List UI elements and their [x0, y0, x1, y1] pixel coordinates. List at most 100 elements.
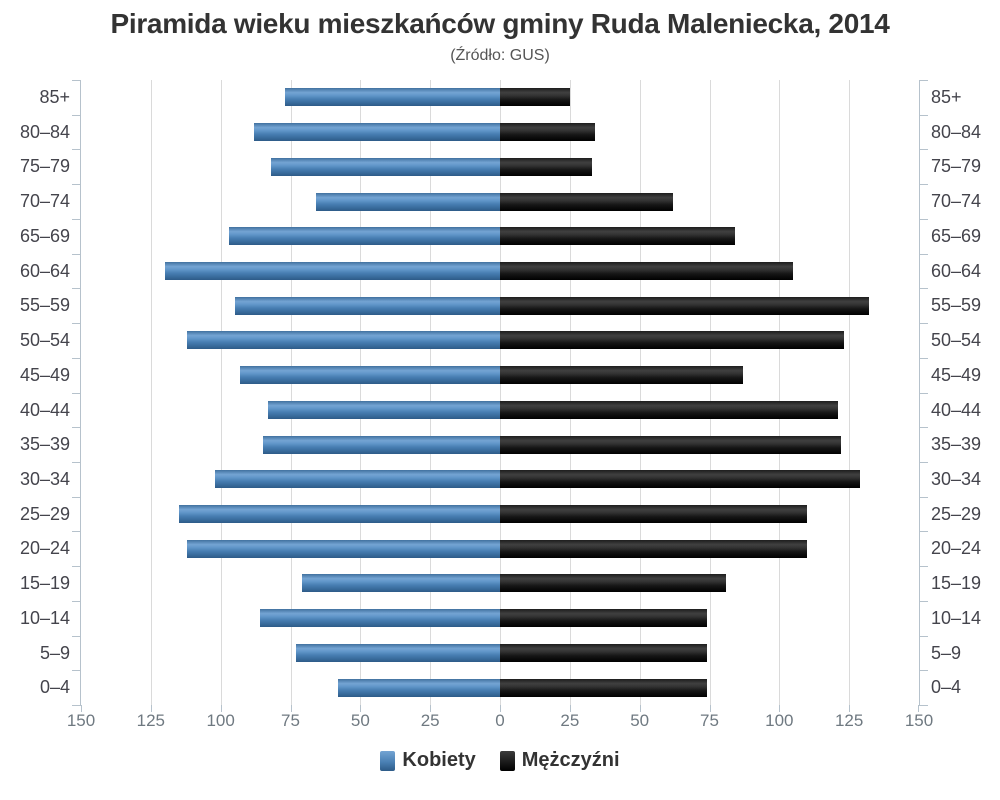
bar-male-10–14[interactable]: [500, 609, 707, 628]
y-axis-tick-left: [72, 219, 81, 220]
y-axis-tick-right: [919, 184, 928, 185]
age-label-right: 70–74: [931, 191, 982, 212]
age-label-left: 10–14: [19, 607, 70, 628]
legend-swatch-male-icon: [499, 750, 515, 771]
x-axis-tick: [430, 705, 432, 712]
gridline: [849, 80, 851, 705]
y-axis-tick-left: [72, 497, 81, 498]
age-label-right: 40–44: [931, 399, 982, 420]
y-axis-tick-right: [919, 670, 928, 671]
age-label-left: 40–44: [19, 399, 70, 420]
bar-female-45–49[interactable]: [240, 366, 500, 385]
gridline: [430, 80, 432, 705]
age-label-right: 30–34: [931, 468, 982, 489]
bar-female-80–84[interactable]: [254, 123, 500, 142]
bar-female-25–29[interactable]: [178, 505, 500, 524]
y-axis-tick-left: [72, 358, 81, 359]
x-axis-tick: [639, 705, 641, 712]
age-label-right: 0–4: [931, 677, 962, 698]
y-axis-tick-right: [919, 531, 928, 532]
x-axis-label: 125: [834, 711, 864, 730]
age-label-right: 10–14: [931, 607, 982, 628]
bar-male-75–79[interactable]: [500, 157, 593, 176]
bar-female-70–74[interactable]: [315, 192, 500, 211]
y-axis-tick-right: [919, 427, 928, 428]
legend: Kobiety Mężczyźni: [0, 749, 1000, 772]
bar-female-10–14[interactable]: [259, 609, 500, 628]
gridline: [639, 80, 641, 705]
bar-female-35–39[interactable]: [262, 435, 500, 454]
y-axis-tick-left: [72, 184, 81, 185]
bar-male-15–19[interactable]: [500, 574, 727, 593]
bar-female-65–69[interactable]: [229, 227, 500, 246]
age-label-left: 50–54: [19, 330, 70, 351]
bar-male-60–64[interactable]: [500, 261, 794, 280]
y-axis-tick-left: [72, 393, 81, 394]
bar-male-35–39[interactable]: [500, 435, 841, 454]
bar-female-5–9[interactable]: [296, 643, 500, 662]
bar-female-30–34[interactable]: [215, 470, 500, 489]
bar-female-50–54[interactable]: [187, 331, 500, 350]
bar-male-45–49[interactable]: [500, 366, 744, 385]
bar-male-80–84[interactable]: [500, 123, 595, 142]
x-axis-tick: [500, 705, 501, 712]
age-label-left: 5–9: [39, 642, 70, 663]
y-axis-tick-right: [919, 566, 928, 567]
bar-male-25–29[interactable]: [500, 505, 808, 524]
bar-male-20–24[interactable]: [500, 539, 808, 558]
legend-item-female[interactable]: Kobiety: [380, 749, 476, 772]
gridline: [500, 80, 501, 705]
bar-male-70–74[interactable]: [500, 192, 674, 211]
legend-label: Kobiety: [402, 749, 476, 771]
bar-female-60–64[interactable]: [164, 261, 500, 280]
age-label-left: 30–34: [19, 468, 70, 489]
bar-male-5–9[interactable]: [500, 643, 707, 662]
y-axis-tick-right: [919, 358, 928, 359]
bar-female-55–59[interactable]: [234, 296, 500, 315]
y-axis-tick-right: [919, 497, 928, 498]
x-axis-label: 50: [630, 711, 650, 730]
bar-male-55–59[interactable]: [500, 296, 869, 315]
y-axis-tick-right: [919, 115, 928, 116]
age-label-left: 75–79: [19, 156, 70, 177]
age-label-left: 55–59: [19, 295, 70, 316]
bar-female-40–44[interactable]: [268, 400, 500, 419]
x-axis-tick: [81, 705, 82, 712]
gridline: [569, 80, 571, 705]
gridline: [360, 80, 362, 705]
bar-female-85+[interactable]: [284, 88, 500, 107]
y-axis-tick-right: [919, 149, 928, 150]
y-axis-tick-right: [919, 288, 928, 289]
y-axis-tick-left: [72, 288, 81, 289]
bar-male-65–69[interactable]: [500, 227, 735, 246]
x-axis-label: 25: [420, 711, 440, 730]
bar-male-0–4[interactable]: [500, 678, 707, 697]
age-label-right: 15–19: [931, 573, 982, 594]
age-label-right: 35–39: [931, 434, 982, 455]
bar-male-30–34[interactable]: [500, 470, 861, 489]
bar-male-50–54[interactable]: [500, 331, 844, 350]
legend-label: Mężczyźni: [521, 749, 620, 771]
age-label-right: 50–54: [931, 330, 982, 351]
age-label-right: 75–79: [931, 156, 982, 177]
legend-swatch-female-icon: [380, 750, 396, 771]
x-axis-tick: [569, 705, 571, 712]
bar-female-75–79[interactable]: [270, 157, 500, 176]
age-label-left: 65–69: [19, 225, 70, 246]
bar-male-85+[interactable]: [500, 88, 570, 107]
age-label-right: 60–64: [931, 260, 982, 281]
age-label-right: 5–9: [931, 642, 962, 663]
chart-title: Piramida wieku mieszkańców gminy Ruda Ma…: [110, 8, 890, 39]
y-axis-tick-right: [919, 323, 928, 324]
bar-female-0–4[interactable]: [337, 678, 500, 697]
y-axis-tick-right: [919, 705, 928, 706]
bar-male-40–44[interactable]: [500, 400, 838, 419]
age-label-left: 15–19: [19, 573, 70, 594]
bar-female-15–19[interactable]: [301, 574, 500, 593]
bar-female-20–24[interactable]: [187, 539, 500, 558]
age-label-left: 70–74: [19, 191, 70, 212]
age-label-left: 45–49: [19, 364, 70, 385]
legend-item-male[interactable]: Mężczyźni: [499, 749, 620, 772]
y-axis-tick-right: [919, 219, 928, 220]
y-axis-tick-left: [72, 323, 81, 324]
